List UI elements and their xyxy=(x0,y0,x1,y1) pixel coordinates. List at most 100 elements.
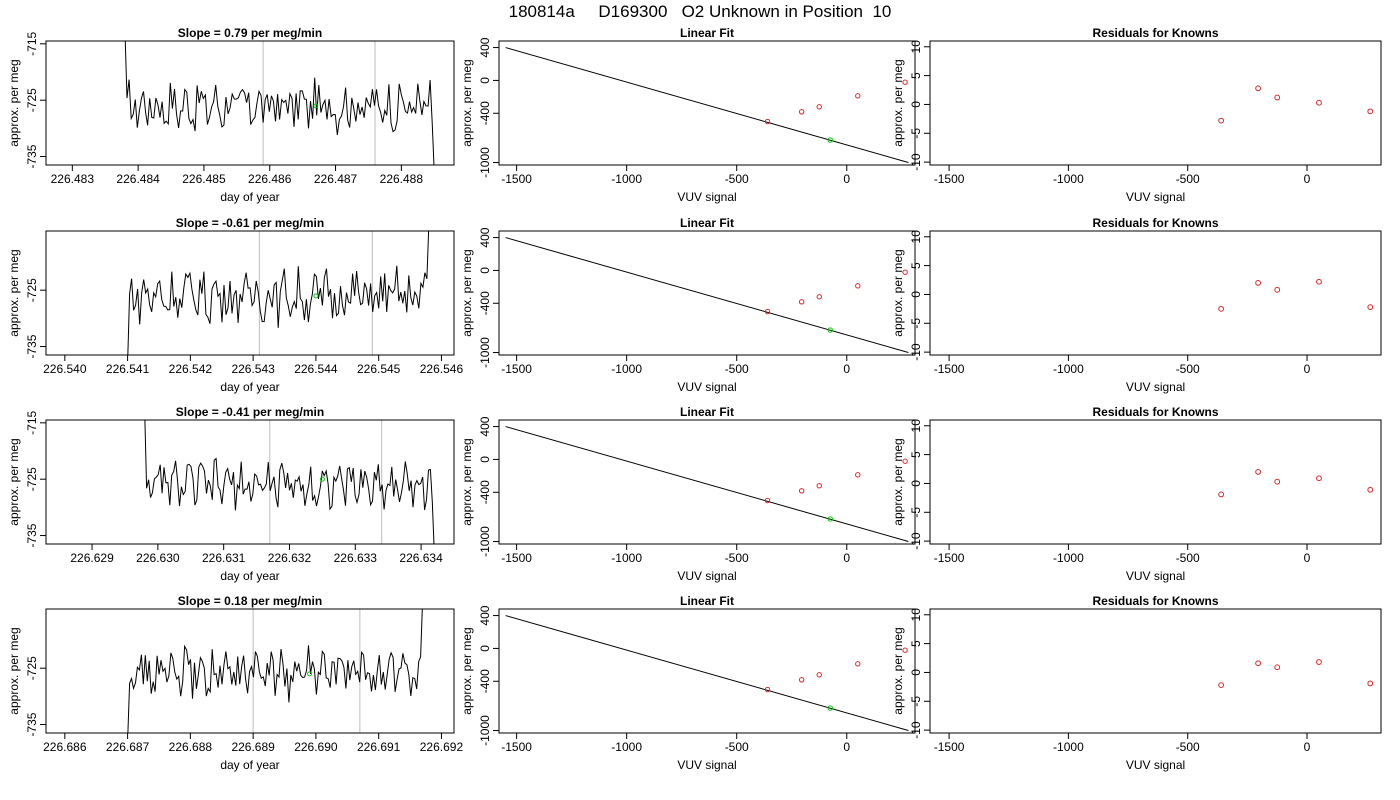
residual-point xyxy=(1367,108,1374,115)
x-tick-label: 226.542 xyxy=(169,362,213,376)
plot-frame xyxy=(45,230,455,356)
unknown-point xyxy=(827,137,833,143)
known-point xyxy=(816,483,822,489)
y-tick-label: -5 xyxy=(909,318,923,329)
x-axis-label: day of year xyxy=(220,190,279,204)
plot-area xyxy=(1218,659,1374,689)
panel-4-2: Linear Fit VUV signal approx. per meg -1500… xyxy=(460,594,916,772)
y-tick-label: 0 xyxy=(909,101,923,108)
page-title: 180814a D169300 O2 Unknown in Position 1… xyxy=(508,2,892,21)
plot-area xyxy=(505,615,909,732)
y-tick-label: 0 xyxy=(478,77,492,84)
x-tick-label: 226.483 xyxy=(51,172,95,186)
residual-point xyxy=(1367,486,1374,493)
panel-title: Residuals for Knowns xyxy=(1092,594,1218,608)
y-tick-label: -5 xyxy=(909,696,923,707)
x-axis-label: VUV signal xyxy=(677,569,736,583)
x-axis-label: VUV signal xyxy=(677,190,736,204)
known-point xyxy=(902,79,908,85)
x-tick-label: -1500 xyxy=(934,172,965,186)
y-tick-label: -400 xyxy=(478,669,492,693)
x-tick-label: 0 xyxy=(1304,740,1311,754)
x-tick-label: -1500 xyxy=(501,172,532,186)
fit-line xyxy=(505,47,909,164)
residual-point xyxy=(1255,469,1262,475)
y-axis-label: approx. per meg xyxy=(891,438,905,525)
panel-title: Residuals for Knowns xyxy=(1092,216,1218,230)
y-tick-label: -400 xyxy=(478,291,492,315)
signal-trace xyxy=(127,231,430,355)
y-tick-label: -10 xyxy=(909,721,923,739)
x-axis-label: VUV signal xyxy=(1126,380,1185,394)
panel-3-3: Residuals for Knowns VUV signal approx. pe… xyxy=(891,405,1382,583)
x-tick-label: 226.487 xyxy=(314,172,358,186)
x-tick-label: -1500 xyxy=(501,740,532,754)
y-tick-label: -715 xyxy=(25,410,39,434)
panel-2-3: Residuals for Knowns VUV signal approx. pe… xyxy=(891,216,1382,394)
y-axis-label: approx. per meg xyxy=(7,438,21,525)
residual-point xyxy=(1274,664,1281,671)
y-tick-label: -5 xyxy=(909,128,923,139)
residual-point xyxy=(1274,478,1281,485)
y-tick-label: 0 xyxy=(478,645,492,652)
panel-3-2: Linear Fit VUV signal approx. per meg -1500… xyxy=(460,405,916,583)
panel-title: Linear Fit xyxy=(680,594,734,608)
y-tick-label: 10 xyxy=(909,40,923,54)
y-tick-label: 10 xyxy=(909,230,923,244)
known-point xyxy=(855,93,861,99)
x-tick-label: -500 xyxy=(1176,551,1200,565)
y-tick-label: -10 xyxy=(909,532,923,550)
signal-trace xyxy=(144,420,435,544)
y-axis-label: approx. per meg xyxy=(460,627,474,714)
x-tick-label: 226.543 xyxy=(231,362,275,376)
y-tick-label: -735 xyxy=(25,712,39,736)
y-axis-label: approx. per meg xyxy=(460,249,474,336)
x-tick-label: 0 xyxy=(1304,362,1311,376)
x-tick-label: -500 xyxy=(1176,740,1200,754)
panel-title: Linear Fit xyxy=(680,216,734,230)
x-tick-label: -1000 xyxy=(611,362,642,376)
x-axis-label: VUV signal xyxy=(677,380,736,394)
plot-frame xyxy=(929,40,1382,166)
residual-point xyxy=(1274,94,1281,101)
known-point xyxy=(855,661,861,667)
y-tick-label: 0 xyxy=(478,456,492,463)
known-point xyxy=(902,647,908,653)
x-tick-label: 0 xyxy=(843,740,850,754)
plot-frame xyxy=(45,40,455,166)
plot-frame xyxy=(45,419,455,545)
unknown-point xyxy=(319,476,325,482)
plot-frame xyxy=(929,230,1382,356)
y-axis-label: approx. per meg xyxy=(460,438,474,525)
x-tick-label: 226.540 xyxy=(43,362,87,376)
y-tick-label: 5 xyxy=(909,262,923,269)
y-axis-label: approx. per meg xyxy=(891,59,905,146)
x-axis-label: VUV signal xyxy=(677,758,736,772)
residual-point xyxy=(1274,286,1281,293)
fit-line xyxy=(505,426,909,543)
y-tick-label: -725 xyxy=(25,656,39,680)
y-tick-label: -735 xyxy=(25,523,39,547)
known-point xyxy=(816,294,822,300)
y-tick-label: 5 xyxy=(909,640,923,647)
residual-point xyxy=(1316,99,1322,106)
x-tick-label: 226.630 xyxy=(136,551,180,565)
x-tick-label: -1500 xyxy=(501,551,532,565)
known-point xyxy=(764,308,771,315)
x-tick-label: 226.484 xyxy=(116,172,160,186)
x-tick-label: -1500 xyxy=(501,362,532,376)
panel-1-3: Residuals for Knowns VUV signal approx. pe… xyxy=(891,26,1382,204)
x-tick-label: 226.546 xyxy=(420,362,464,376)
y-tick-label: 5 xyxy=(909,451,923,458)
plot-area xyxy=(1218,278,1374,312)
y-tick-label: -10 xyxy=(909,153,923,171)
x-tick-label: 226.690 xyxy=(294,740,338,754)
plot-frame xyxy=(498,230,916,356)
x-tick-label: 226.631 xyxy=(202,551,246,565)
residual-point xyxy=(1367,304,1374,311)
unknown-point xyxy=(307,671,313,677)
x-tick-label: -1500 xyxy=(934,551,965,565)
known-point xyxy=(798,488,805,494)
y-tick-label: 400 xyxy=(478,37,492,57)
x-tick-label: -1000 xyxy=(1053,362,1084,376)
